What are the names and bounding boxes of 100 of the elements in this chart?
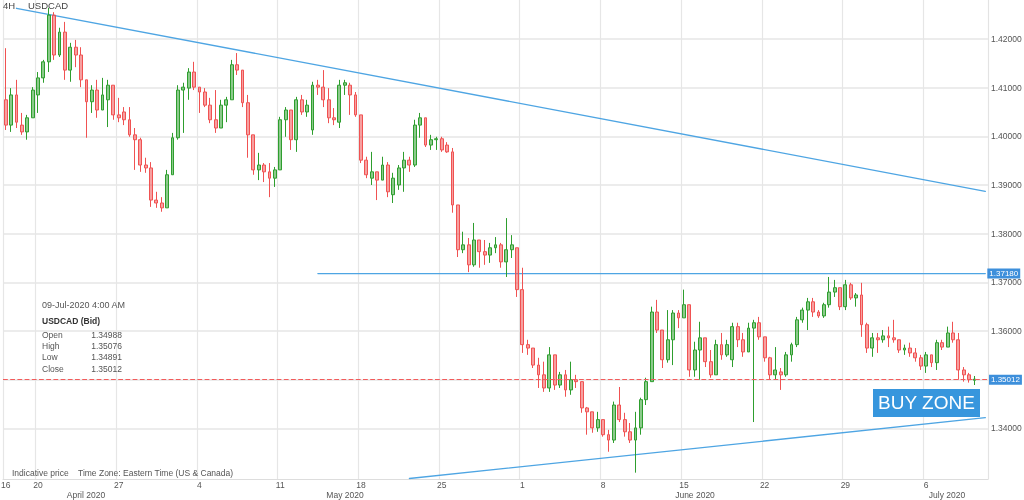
- x-tick-label: 25: [436, 479, 447, 490]
- candlestick: [418, 112, 422, 139]
- candlestick: [547, 346, 551, 393]
- candlestick: [343, 79, 347, 96]
- candlestick: [268, 162, 271, 198]
- candlestick: [703, 337, 707, 368]
- candlestick: [870, 332, 874, 358]
- candlestick: [251, 134, 255, 176]
- annotation: USDCAD (Bid): [42, 316, 101, 327]
- ref-line-label: 1.35012: [991, 375, 1021, 385]
- annotation: Low: [42, 352, 58, 362]
- candlestick: [477, 239, 481, 269]
- candlestick: [181, 82, 185, 134]
- candlestick: [580, 381, 584, 414]
- candlestick: [806, 297, 810, 331]
- candlestick: [354, 91, 357, 118]
- candlestick: [154, 191, 158, 209]
- x-tick-label: 4: [197, 479, 203, 490]
- candlestick: [402, 151, 406, 193]
- candlestick: [117, 97, 121, 123]
- candlestick: [386, 161, 390, 198]
- text: April 2020: [66, 490, 106, 500]
- candlestick: [757, 316, 761, 341]
- candlestick: [531, 347, 535, 369]
- candlestick: [687, 304, 691, 378]
- candlestick: [224, 96, 228, 123]
- candlestick: [537, 357, 540, 389]
- candlestick: [305, 99, 309, 118]
- candlestick: [122, 106, 126, 126]
- candlestick: [187, 67, 191, 101]
- annotation: 1.35012: [91, 364, 122, 374]
- candlestick: [919, 354, 923, 371]
- candlestick: [887, 326, 890, 348]
- candlestick: [585, 406, 589, 436]
- candlestick: [725, 339, 729, 358]
- candlestick: [41, 59, 45, 84]
- candlestick: [397, 164, 401, 191]
- x-tick-label: 27: [113, 479, 124, 490]
- candlestick: [219, 99, 223, 129]
- candlestick: [607, 429, 610, 453]
- candlestick: [483, 239, 487, 266]
- candlestick: [208, 97, 212, 124]
- candlestick: [736, 322, 740, 348]
- y-tick-label: 1.40000: [991, 131, 1022, 142]
- candlestick: [800, 307, 804, 324]
- candlestick: [784, 351, 788, 378]
- candlestick: [15, 79, 18, 129]
- candlestick: [951, 321, 955, 344]
- candlestick: [472, 222, 476, 268]
- candlestick: [811, 297, 815, 318]
- candlestick: [445, 141, 449, 154]
- candlestick: [843, 279, 847, 311]
- candlestick: [892, 319, 896, 344]
- candlestick: [903, 344, 906, 356]
- text: May 2020: [326, 490, 364, 500]
- x-tick-label: 18: [356, 479, 366, 490]
- candlestick: [424, 117, 427, 148]
- annotation: 09-Jul-2020 4:00 AM: [42, 300, 126, 311]
- x-tick-label: 11: [275, 479, 285, 490]
- candlestick: [63, 21, 67, 81]
- candlestick: [133, 127, 137, 171]
- candlestick: [31, 86, 35, 119]
- candlestick: [246, 94, 250, 159]
- candlestick: [25, 114, 29, 141]
- annotation: Open: [42, 330, 63, 340]
- candlestick: [138, 137, 142, 173]
- candlestick: [20, 112, 24, 136]
- candlestick: [375, 171, 379, 201]
- text: July 2020: [928, 490, 966, 500]
- candlestick: [461, 231, 465, 254]
- candlestick: [601, 419, 605, 438]
- candlestick: [520, 267, 524, 354]
- x-tick-label: 29: [840, 479, 851, 490]
- candlestick: [128, 106, 131, 138]
- candlestick: [881, 329, 885, 344]
- annotation: Indicative price: [12, 468, 69, 478]
- annotation: 1.34988: [91, 330, 122, 340]
- candlestick: [52, 11, 56, 61]
- candlestick: [666, 309, 670, 364]
- candlestick: [956, 332, 960, 381]
- candlestick: [257, 152, 261, 181]
- x-tick-label: 6: [923, 479, 929, 490]
- candlestick: [779, 367, 783, 391]
- y-tick-label: 1.36000: [991, 326, 1022, 337]
- candlestick: [833, 279, 837, 298]
- candlestick: [913, 347, 917, 363]
- candlestick: [730, 322, 734, 368]
- candlestick: [504, 217, 508, 278]
- candlestick: [617, 386, 621, 423]
- candlestick: [935, 339, 939, 371]
- candlestick: [203, 87, 207, 108]
- candlestick: [407, 156, 411, 173]
- y-tick-label: 1.39000: [991, 179, 1022, 190]
- data-label: 1.37180: [989, 269, 1019, 279]
- candlestick: [327, 87, 331, 124]
- candlestick: [940, 339, 944, 351]
- candlestick: [515, 247, 519, 298]
- candlestick: [235, 52, 239, 76]
- candlestick: [962, 366, 966, 383]
- candlestick: [720, 332, 723, 361]
